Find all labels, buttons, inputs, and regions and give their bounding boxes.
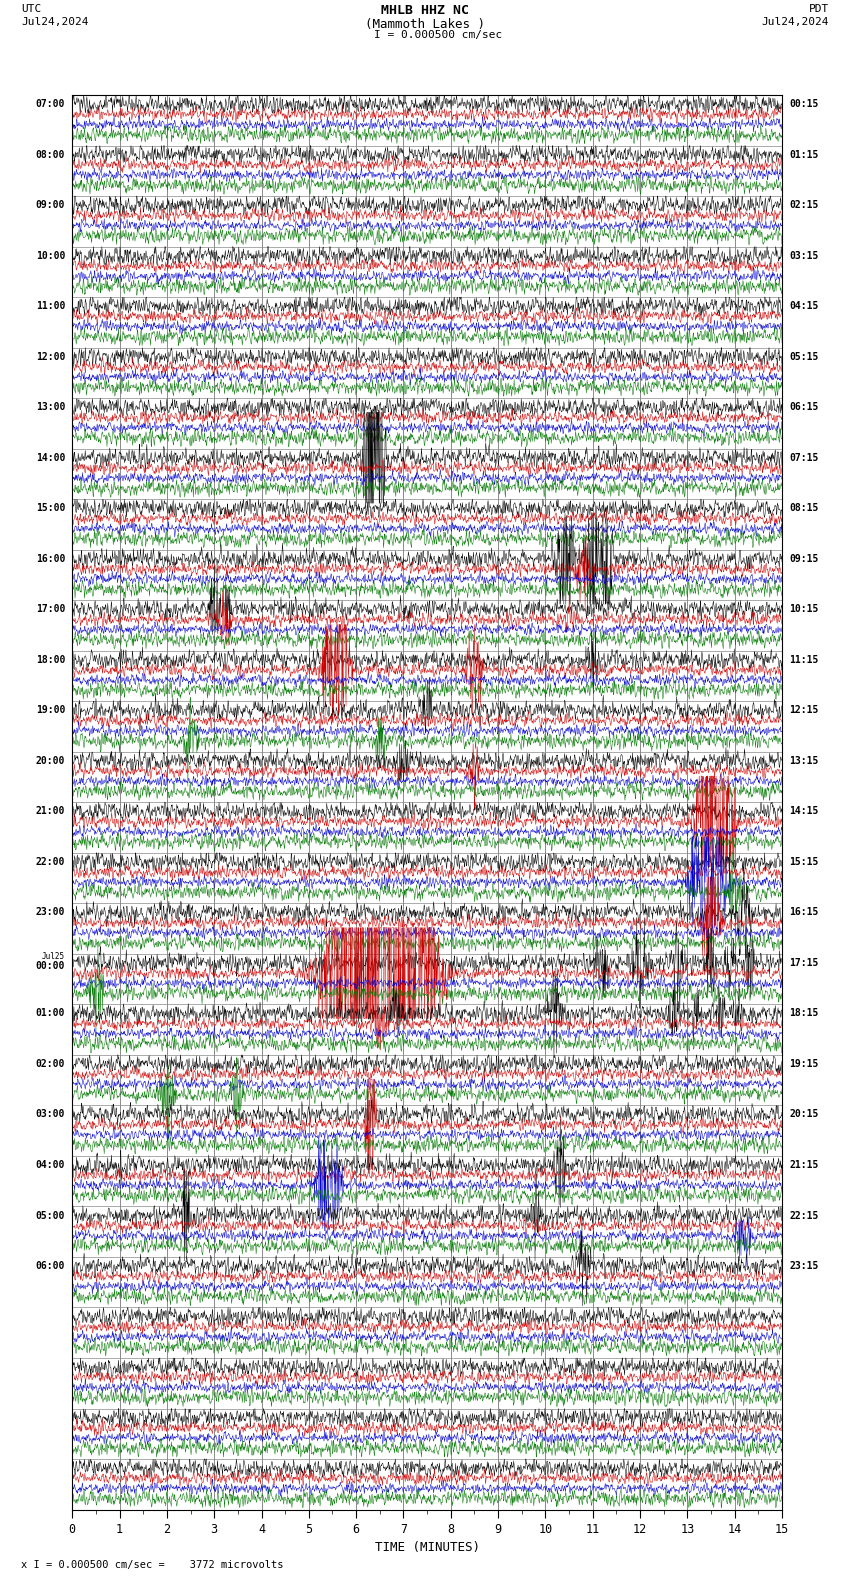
- Text: 15:15: 15:15: [789, 857, 819, 866]
- Text: 02:15: 02:15: [789, 200, 819, 211]
- Text: 11:00: 11:00: [36, 301, 65, 310]
- Text: 13:00: 13:00: [36, 402, 65, 412]
- Text: 22:00: 22:00: [36, 857, 65, 866]
- Text: UTC: UTC: [21, 3, 42, 14]
- Text: 11:15: 11:15: [789, 654, 819, 665]
- Text: 22:15: 22:15: [789, 1210, 819, 1221]
- Text: 08:15: 08:15: [789, 504, 819, 513]
- Text: 17:00: 17:00: [36, 605, 65, 615]
- Text: 08:00: 08:00: [36, 149, 65, 160]
- Text: I = 0.000500 cm/sec: I = 0.000500 cm/sec: [374, 30, 502, 40]
- Text: 00:15: 00:15: [789, 100, 819, 109]
- Text: 05:00: 05:00: [36, 1210, 65, 1221]
- Text: x I = 0.000500 cm/sec =    3772 microvolts: x I = 0.000500 cm/sec = 3772 microvolts: [21, 1560, 284, 1570]
- Text: (Mammoth Lakes ): (Mammoth Lakes ): [365, 17, 485, 30]
- Text: 01:00: 01:00: [36, 1009, 65, 1019]
- Text: Jul25: Jul25: [42, 952, 65, 961]
- Text: 19:15: 19:15: [789, 1060, 819, 1069]
- Text: 04:00: 04:00: [36, 1159, 65, 1171]
- Text: 23:15: 23:15: [789, 1261, 819, 1270]
- Text: Jul24,2024: Jul24,2024: [21, 16, 88, 27]
- Text: 21:15: 21:15: [789, 1159, 819, 1171]
- Text: 13:15: 13:15: [789, 756, 819, 767]
- Text: 20:15: 20:15: [789, 1109, 819, 1120]
- Text: 12:00: 12:00: [36, 352, 65, 361]
- Text: 02:00: 02:00: [36, 1060, 65, 1069]
- Text: 05:15: 05:15: [789, 352, 819, 361]
- X-axis label: TIME (MINUTES): TIME (MINUTES): [375, 1541, 479, 1554]
- Text: 06:15: 06:15: [789, 402, 819, 412]
- Text: 17:15: 17:15: [789, 958, 819, 968]
- Text: 10:00: 10:00: [36, 250, 65, 261]
- Text: 20:00: 20:00: [36, 756, 65, 767]
- Text: 03:00: 03:00: [36, 1109, 65, 1120]
- Text: 14:00: 14:00: [36, 453, 65, 463]
- Text: MHLB HHZ NC: MHLB HHZ NC: [381, 3, 469, 17]
- Text: 14:15: 14:15: [789, 806, 819, 816]
- Text: 10:15: 10:15: [789, 605, 819, 615]
- Text: 21:00: 21:00: [36, 806, 65, 816]
- Text: 09:15: 09:15: [789, 554, 819, 564]
- Text: 23:00: 23:00: [36, 908, 65, 917]
- Text: 16:00: 16:00: [36, 554, 65, 564]
- Text: 06:00: 06:00: [36, 1261, 65, 1270]
- Text: 03:15: 03:15: [789, 250, 819, 261]
- Text: Jul24,2024: Jul24,2024: [762, 16, 829, 27]
- Text: 12:15: 12:15: [789, 705, 819, 716]
- Text: 19:00: 19:00: [36, 705, 65, 716]
- Text: 16:15: 16:15: [789, 908, 819, 917]
- Text: 18:15: 18:15: [789, 1009, 819, 1019]
- Text: 04:15: 04:15: [789, 301, 819, 310]
- Text: PDT: PDT: [808, 3, 829, 14]
- Text: 00:00: 00:00: [36, 961, 65, 971]
- Text: 07:00: 07:00: [36, 100, 65, 109]
- Text: 09:00: 09:00: [36, 200, 65, 211]
- Text: 18:00: 18:00: [36, 654, 65, 665]
- Text: 07:15: 07:15: [789, 453, 819, 463]
- Text: 15:00: 15:00: [36, 504, 65, 513]
- Text: 01:15: 01:15: [789, 149, 819, 160]
